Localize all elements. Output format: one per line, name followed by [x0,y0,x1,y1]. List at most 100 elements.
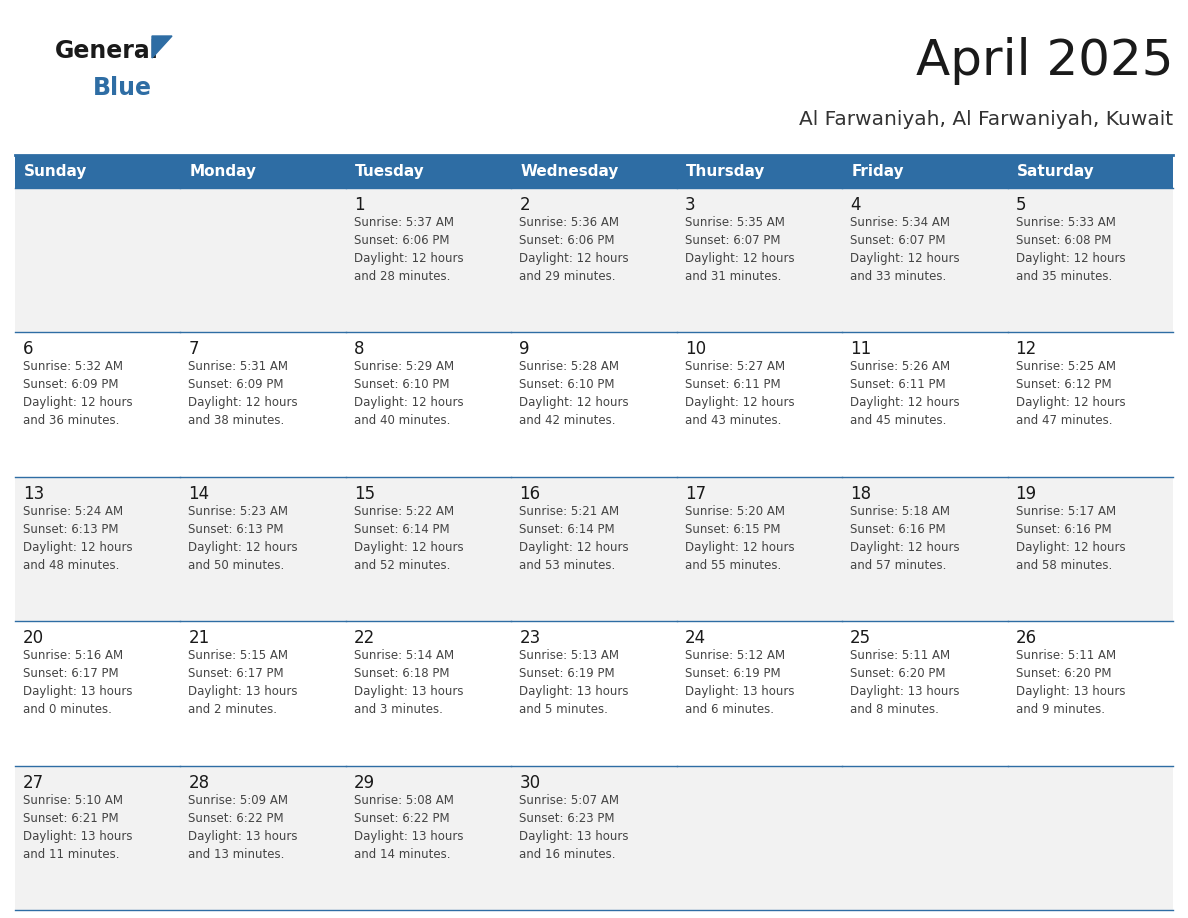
Text: Sunrise: 5:32 AM
Sunset: 6:09 PM
Daylight: 12 hours
and 36 minutes.: Sunrise: 5:32 AM Sunset: 6:09 PM Dayligh… [23,361,133,428]
Text: Sunrise: 5:36 AM
Sunset: 6:06 PM
Daylight: 12 hours
and 29 minutes.: Sunrise: 5:36 AM Sunset: 6:06 PM Dayligh… [519,216,628,283]
Text: Sunrise: 5:11 AM
Sunset: 6:20 PM
Daylight: 13 hours
and 8 minutes.: Sunrise: 5:11 AM Sunset: 6:20 PM Dayligh… [851,649,960,716]
Text: 4: 4 [851,196,860,214]
Text: 5: 5 [1016,196,1026,214]
Text: Sunrise: 5:17 AM
Sunset: 6:16 PM
Daylight: 12 hours
and 58 minutes.: Sunrise: 5:17 AM Sunset: 6:16 PM Dayligh… [1016,505,1125,572]
Text: April 2025: April 2025 [916,37,1173,85]
Bar [677,188,842,332]
Bar [842,155,1007,188]
Bar [677,332,842,476]
Bar [181,766,346,910]
Text: Sunrise: 5:25 AM
Sunset: 6:12 PM
Daylight: 12 hours
and 47 minutes.: Sunrise: 5:25 AM Sunset: 6:12 PM Dayligh… [1016,361,1125,428]
Bar [346,188,511,332]
Text: 12: 12 [1016,341,1037,358]
Bar [346,621,511,766]
Text: 17: 17 [684,485,706,503]
Bar [511,155,677,188]
Text: Sunrise: 5:22 AM
Sunset: 6:14 PM
Daylight: 12 hours
and 52 minutes.: Sunrise: 5:22 AM Sunset: 6:14 PM Dayligh… [354,505,463,572]
Polygon shape [152,36,172,58]
Bar [15,621,181,766]
Text: Blue: Blue [93,76,152,100]
Text: 18: 18 [851,485,871,503]
Text: 6: 6 [23,341,33,358]
Text: Monday: Monday [189,164,257,179]
Text: Sunrise: 5:09 AM
Sunset: 6:22 PM
Daylight: 13 hours
and 13 minutes.: Sunrise: 5:09 AM Sunset: 6:22 PM Dayligh… [189,793,298,860]
Text: Friday: Friday [851,164,904,179]
Text: Sunrise: 5:35 AM
Sunset: 6:07 PM
Daylight: 12 hours
and 31 minutes.: Sunrise: 5:35 AM Sunset: 6:07 PM Dayligh… [684,216,795,283]
Bar [15,188,181,332]
Text: Sunday: Sunday [24,164,88,179]
Bar [1007,332,1173,476]
Text: Sunrise: 5:27 AM
Sunset: 6:11 PM
Daylight: 12 hours
and 43 minutes.: Sunrise: 5:27 AM Sunset: 6:11 PM Dayligh… [684,361,795,428]
Text: 29: 29 [354,774,375,791]
Text: 19: 19 [1016,485,1037,503]
Text: 13: 13 [23,485,44,503]
Bar [181,621,346,766]
Bar [511,766,677,910]
Bar [842,766,1007,910]
Text: Sunrise: 5:16 AM
Sunset: 6:17 PM
Daylight: 13 hours
and 0 minutes.: Sunrise: 5:16 AM Sunset: 6:17 PM Dayligh… [23,649,133,716]
Text: 7: 7 [189,341,198,358]
Text: Sunrise: 5:11 AM
Sunset: 6:20 PM
Daylight: 13 hours
and 9 minutes.: Sunrise: 5:11 AM Sunset: 6:20 PM Dayligh… [1016,649,1125,716]
Text: Sunrise: 5:34 AM
Sunset: 6:07 PM
Daylight: 12 hours
and 33 minutes.: Sunrise: 5:34 AM Sunset: 6:07 PM Dayligh… [851,216,960,283]
Bar [15,476,181,621]
Bar [346,766,511,910]
Bar [181,476,346,621]
Text: 30: 30 [519,774,541,791]
Text: 27: 27 [23,774,44,791]
Text: 25: 25 [851,629,871,647]
Bar [15,332,181,476]
Bar [1007,188,1173,332]
Bar [1007,476,1173,621]
Text: Tuesday: Tuesday [355,164,424,179]
Text: Sunrise: 5:18 AM
Sunset: 6:16 PM
Daylight: 12 hours
and 57 minutes.: Sunrise: 5:18 AM Sunset: 6:16 PM Dayligh… [851,505,960,572]
Bar [511,188,677,332]
Bar [511,621,677,766]
Text: Sunrise: 5:21 AM
Sunset: 6:14 PM
Daylight: 12 hours
and 53 minutes.: Sunrise: 5:21 AM Sunset: 6:14 PM Dayligh… [519,505,628,572]
Text: 23: 23 [519,629,541,647]
Text: 26: 26 [1016,629,1037,647]
Bar [181,155,346,188]
Text: 16: 16 [519,485,541,503]
Bar [15,155,181,188]
Text: Sunrise: 5:33 AM
Sunset: 6:08 PM
Daylight: 12 hours
and 35 minutes.: Sunrise: 5:33 AM Sunset: 6:08 PM Dayligh… [1016,216,1125,283]
Text: 8: 8 [354,341,365,358]
Bar [181,188,346,332]
Text: 28: 28 [189,774,209,791]
Text: 20: 20 [23,629,44,647]
Text: Sunrise: 5:07 AM
Sunset: 6:23 PM
Daylight: 13 hours
and 16 minutes.: Sunrise: 5:07 AM Sunset: 6:23 PM Dayligh… [519,793,628,860]
Text: 21: 21 [189,629,209,647]
Text: Wednesday: Wednesday [520,164,619,179]
Text: General: General [55,39,159,63]
Bar [842,476,1007,621]
Text: Sunrise: 5:23 AM
Sunset: 6:13 PM
Daylight: 12 hours
and 50 minutes.: Sunrise: 5:23 AM Sunset: 6:13 PM Dayligh… [189,505,298,572]
Bar [181,332,346,476]
Bar [842,188,1007,332]
Bar [346,332,511,476]
Text: Sunrise: 5:29 AM
Sunset: 6:10 PM
Daylight: 12 hours
and 40 minutes.: Sunrise: 5:29 AM Sunset: 6:10 PM Dayligh… [354,361,463,428]
Text: Sunrise: 5:28 AM
Sunset: 6:10 PM
Daylight: 12 hours
and 42 minutes.: Sunrise: 5:28 AM Sunset: 6:10 PM Dayligh… [519,361,628,428]
Text: 24: 24 [684,629,706,647]
Bar [346,476,511,621]
Text: Sunrise: 5:24 AM
Sunset: 6:13 PM
Daylight: 12 hours
and 48 minutes.: Sunrise: 5:24 AM Sunset: 6:13 PM Dayligh… [23,505,133,572]
Text: 11: 11 [851,341,871,358]
Text: Saturday: Saturday [1017,164,1094,179]
Text: Thursday: Thursday [685,164,765,179]
Text: Sunrise: 5:08 AM
Sunset: 6:22 PM
Daylight: 13 hours
and 14 minutes.: Sunrise: 5:08 AM Sunset: 6:22 PM Dayligh… [354,793,463,860]
Text: 9: 9 [519,341,530,358]
Text: 14: 14 [189,485,209,503]
Text: Sunrise: 5:12 AM
Sunset: 6:19 PM
Daylight: 13 hours
and 6 minutes.: Sunrise: 5:12 AM Sunset: 6:19 PM Dayligh… [684,649,795,716]
Text: 3: 3 [684,196,695,214]
Text: Sunrise: 5:20 AM
Sunset: 6:15 PM
Daylight: 12 hours
and 55 minutes.: Sunrise: 5:20 AM Sunset: 6:15 PM Dayligh… [684,505,795,572]
Bar [842,332,1007,476]
Text: Sunrise: 5:37 AM
Sunset: 6:06 PM
Daylight: 12 hours
and 28 minutes.: Sunrise: 5:37 AM Sunset: 6:06 PM Dayligh… [354,216,463,283]
Text: 2: 2 [519,196,530,214]
Text: Sunrise: 5:14 AM
Sunset: 6:18 PM
Daylight: 13 hours
and 3 minutes.: Sunrise: 5:14 AM Sunset: 6:18 PM Dayligh… [354,649,463,716]
Text: 1: 1 [354,196,365,214]
Text: Sunrise: 5:31 AM
Sunset: 6:09 PM
Daylight: 12 hours
and 38 minutes.: Sunrise: 5:31 AM Sunset: 6:09 PM Dayligh… [189,361,298,428]
Text: Sunrise: 5:26 AM
Sunset: 6:11 PM
Daylight: 12 hours
and 45 minutes.: Sunrise: 5:26 AM Sunset: 6:11 PM Dayligh… [851,361,960,428]
Bar [511,332,677,476]
Text: Sunrise: 5:10 AM
Sunset: 6:21 PM
Daylight: 13 hours
and 11 minutes.: Sunrise: 5:10 AM Sunset: 6:21 PM Dayligh… [23,793,133,860]
Bar [1007,621,1173,766]
Bar [1007,155,1173,188]
Bar [346,155,511,188]
